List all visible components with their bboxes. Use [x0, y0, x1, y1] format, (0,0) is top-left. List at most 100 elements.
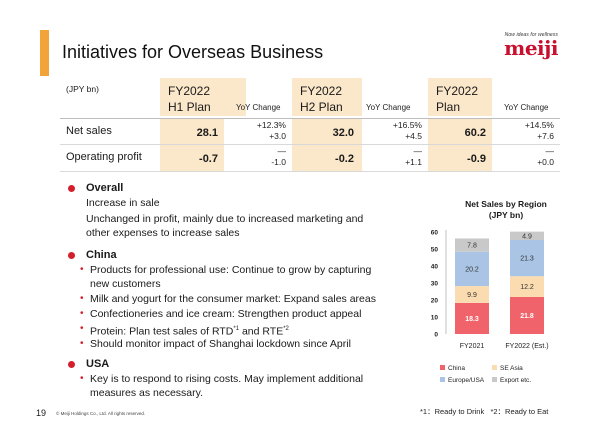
op-profit-fy-yoy-abs: +0.0 — [537, 157, 554, 167]
net-sales-h2-yoy-pct: +16.5% — [392, 120, 422, 130]
usa-item-1-line-2: measures as necessary. — [90, 387, 204, 399]
col2-yoy-header: YoY Change — [366, 103, 411, 112]
overall-line-1: Increase in sale — [86, 197, 160, 209]
usa-item-1-bullet: • — [80, 373, 84, 384]
col3-plan: Plan — [436, 100, 461, 114]
legend-label: China — [448, 365, 465, 372]
legend-swatch — [440, 377, 445, 382]
fy-values-bg — [428, 119, 492, 171]
usa-item-1-line-1: Key is to respond to rising costs. May i… — [90, 373, 364, 385]
op-profit-fy-value: -0.9 — [467, 153, 486, 165]
logo-tagline: Now ideas for wellness — [504, 32, 558, 38]
y-tick-label: 20 — [431, 298, 439, 305]
net-sales-fy-yoy-abs: +7.6 — [537, 131, 554, 141]
fy-header-bg — [428, 78, 492, 116]
chart-title: Net Sales by Region (JPY bn) — [465, 199, 547, 220]
y-tick-label: 40 — [431, 264, 439, 271]
china-item-1-bullet: • — [80, 264, 84, 275]
table-header-rule — [60, 118, 560, 119]
y-tick-label: 10 — [431, 315, 439, 322]
op-profit-h2-value: -0.2 — [335, 153, 354, 165]
y-tick-label: 0 — [434, 332, 438, 339]
table-row-rule — [60, 144, 560, 145]
china-heading: China — [86, 249, 117, 261]
bar-segment — [510, 276, 544, 297]
x-tick-label: FY2021 — [460, 343, 485, 350]
data-label: 21.8 — [520, 313, 534, 320]
meiji-logo: Now ideas for wellness meiji — [504, 32, 558, 58]
h1-header-bg — [160, 78, 246, 116]
china-bullet — [68, 252, 75, 259]
china-item-1-line-1: Products for professional use: Continue … — [90, 264, 372, 276]
col3-fy: FY2022 — [436, 84, 479, 98]
china-item-3-bullet: • — [80, 308, 84, 319]
logo-wordmark: meiji — [504, 36, 558, 60]
col1-yoy-header: YoY Change — [236, 103, 281, 112]
page-title: Initiatives for Overseas Business — [62, 42, 324, 62]
china-item-2-line-1: Milk and yogurt for the consumer market:… — [90, 293, 376, 305]
bar-segment — [510, 239, 544, 277]
net-sales-fy-yoy-pct: +14.5% — [524, 120, 554, 130]
footnote-text: *1：Ready to Drink *2：Ready to Eat — [420, 407, 549, 416]
china-item-5-bullet: • — [80, 338, 84, 349]
op-profit-h2-yoy-abs: +1.1 — [405, 157, 422, 167]
row-label-net-sales: Net sales — [66, 125, 112, 137]
y-tick-label: 50 — [431, 247, 439, 254]
china-item-3-line-1: Confectioneries and ice cream: Strengthe… — [90, 308, 362, 320]
legend-label: SE Asia — [500, 365, 523, 372]
col1-fy: FY2022 — [168, 84, 211, 98]
legend-swatch — [492, 365, 497, 370]
china-item-5-line-1: Should monitor impact of Shanghai lockdo… — [90, 338, 351, 350]
x-tick-label: FY2022 (Est.) — [505, 343, 548, 350]
legend-label: Export etc. — [500, 377, 531, 384]
overall-heading: Overall — [86, 182, 124, 194]
net-sales-fy-value: 60.2 — [464, 127, 486, 139]
op-profit-h1-yoy-abs: -1.0 — [271, 157, 286, 167]
legend-swatch — [492, 377, 497, 382]
china-item-4-bullet: • — [80, 323, 84, 334]
op-profit-h1-yoy-pct: — — [277, 146, 287, 156]
unit-label: (JPY bn) — [66, 84, 99, 94]
data-label: 9.9 — [467, 292, 477, 299]
h1-values-bg — [160, 119, 224, 171]
bar-segment — [510, 231, 544, 240]
usa-bullet — [68, 361, 75, 368]
col1-plan: H1 Plan — [168, 100, 211, 114]
data-label: 20.2 — [465, 266, 479, 273]
table-bottom-rule — [60, 171, 560, 172]
bar-segment — [455, 302, 489, 334]
net-sales-h1-yoy-abs: +3.0 — [269, 131, 286, 141]
overall-bullet — [68, 185, 75, 192]
legend-swatch — [440, 365, 445, 370]
data-label: 12.2 — [520, 284, 534, 291]
op-profit-fy-yoy-pct: — — [545, 146, 555, 156]
overall-line-3: other expenses to increase sales — [86, 227, 240, 239]
bar-segment — [455, 251, 489, 287]
page-number: 19 — [36, 408, 47, 418]
copyright-text: © Meiji Holdings Co., Ltd. All rights re… — [56, 411, 146, 416]
title-accent-bar — [40, 30, 49, 76]
col2-fy: FY2022 — [300, 84, 343, 98]
data-label: 21.3 — [520, 256, 534, 263]
h2-values-bg — [292, 119, 362, 171]
net-sales-h2-yoy-abs: +4.5 — [405, 131, 422, 141]
china-item-1-line-2: new customers — [90, 278, 161, 290]
col2-plan: H2 Plan — [300, 100, 343, 114]
data-label: 18.3 — [465, 316, 479, 323]
col3-yoy-header: YoY Change — [504, 103, 549, 112]
china-item-2-bullet: • — [80, 293, 84, 304]
h2-header-bg — [292, 78, 362, 116]
data-label: 7.8 — [467, 243, 477, 250]
row-label-operating-profit: Operating profit — [66, 151, 142, 163]
y-tick-label: 30 — [431, 281, 439, 288]
data-label: 4.9 — [522, 233, 532, 240]
y-tick-label: 60 — [431, 230, 439, 237]
bar-segment — [510, 296, 544, 334]
overall-line-2: Unchanged in profit, mainly due to incre… — [86, 213, 364, 225]
bar-segment — [455, 238, 489, 252]
op-profit-h1-value: -0.7 — [199, 153, 218, 165]
net-sales-h1-yoy-pct: +12.3% — [256, 120, 286, 130]
net-sales-h1-value: 28.1 — [196, 127, 218, 139]
op-profit-h2-yoy-pct: — — [413, 146, 423, 156]
